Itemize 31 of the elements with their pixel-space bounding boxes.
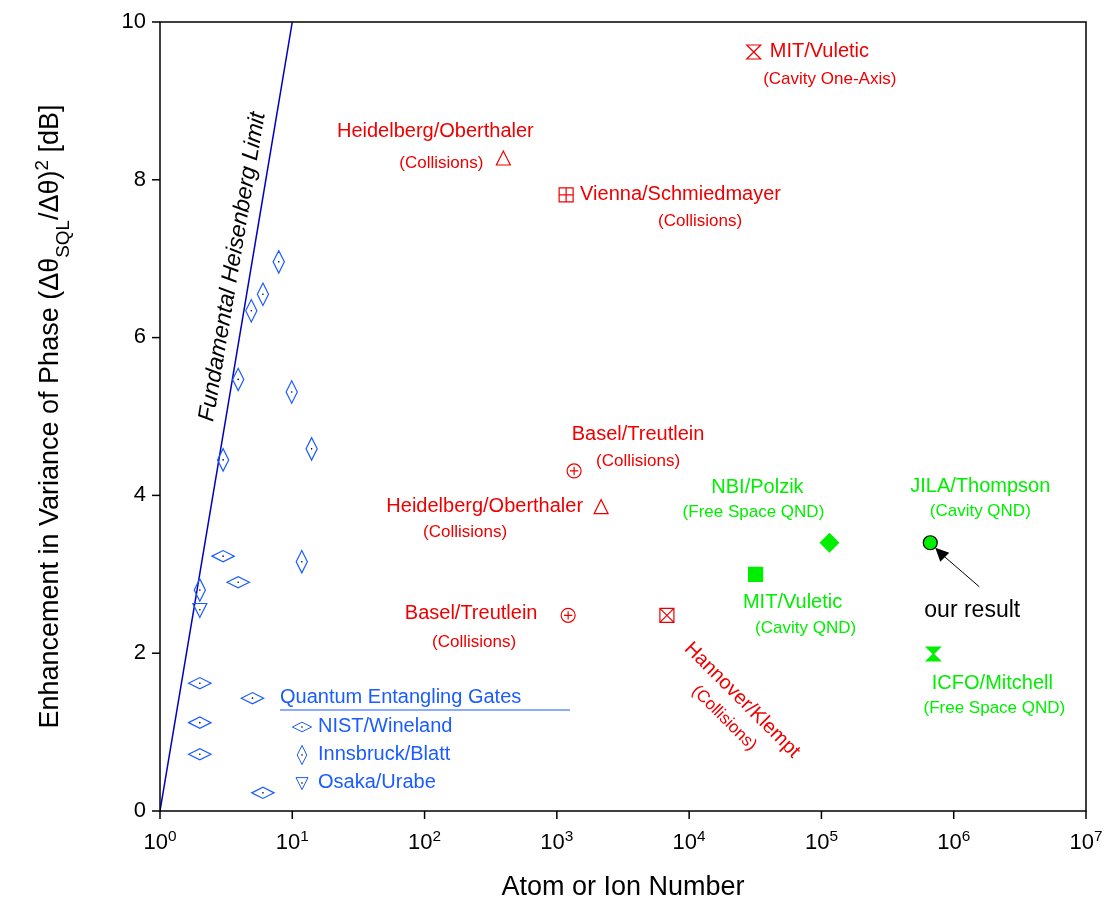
y-tick-label: 6 xyxy=(133,323,146,349)
series-label: MIT/Vuletic (Cavity One-Axis) xyxy=(763,39,897,89)
y-tick-label: 0 xyxy=(133,796,146,822)
y-tick-label: 2 xyxy=(133,639,146,665)
series-label: MIT/Vuletic (Cavity QND) xyxy=(742,589,857,637)
y-tick-label: 4 xyxy=(133,481,146,507)
x-tick-label: 10$^{3}$ xyxy=(540,826,574,854)
x-tick-label: 10$^{0}$ xyxy=(143,826,177,854)
x-tick-label: 10$^{2}$ xyxy=(408,826,442,854)
series-label: Basel/Treutlein (Collisions) xyxy=(404,600,538,651)
series-label: ICFO/Mitchell (Free Space QND) xyxy=(923,671,1066,718)
x-tick-label: 10$^{1}$ xyxy=(275,826,309,854)
text: Fundamental Heisenberg Limit xyxy=(192,108,271,424)
y-tick-label: 8 xyxy=(133,165,146,191)
x-tick-label: 10$^{6}$ xyxy=(937,826,971,854)
legend-label: Osaka/Urabe xyxy=(318,770,436,793)
series-label: NBI/Polzik (Free Space QND) xyxy=(682,475,825,522)
x-tick-label: 10$^{7}$ xyxy=(1069,826,1103,854)
series-label: Heidelberg/Oberthaler (Collisions) xyxy=(336,119,535,172)
legend-label: Innsbruck/Blatt xyxy=(318,742,451,765)
series-label: Vienna/Schmiedmayer (Collisions) xyxy=(580,182,782,231)
legend-label: NIST/Wineland xyxy=(318,714,453,737)
series-label: Heidelberg/Oberthaler (Collisions) xyxy=(386,494,584,542)
series-label: Basel/Treutlein (Collisions) xyxy=(571,422,705,471)
x-tick-label: 10$^{5}$ xyxy=(804,826,838,854)
series-label: JILA/Thompson (Cavity QND) xyxy=(910,474,1051,521)
legend-title: Quantum Entangling Gates xyxy=(280,685,522,708)
annotation: our result xyxy=(924,595,1021,622)
x-axis-title: Atom or Ion Number xyxy=(501,871,745,901)
x-tick-label: 10$^{4}$ xyxy=(672,826,707,854)
y-tick-label: 10 xyxy=(121,7,146,33)
